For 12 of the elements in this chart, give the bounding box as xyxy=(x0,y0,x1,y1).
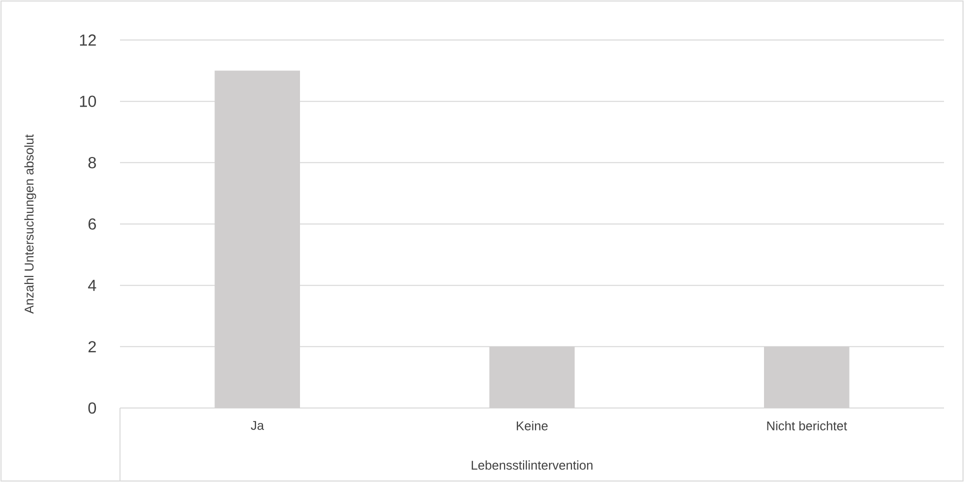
y-tick-label: 2 xyxy=(88,341,96,352)
y-tick-label: 12 xyxy=(80,34,96,46)
x-axis-title: Lebensstilintervention xyxy=(472,460,592,470)
x-tick-label: Nicht berichtet xyxy=(767,421,848,430)
y-tick-label: 8 xyxy=(88,157,96,168)
y-tick-label: 6 xyxy=(88,218,96,230)
x-tick-label: Keine xyxy=(516,421,548,430)
y-tick-label: 10 xyxy=(80,96,96,107)
y-tick-label: 4 xyxy=(88,280,96,291)
y-axis-title: Anzahl Untersuchungen absolut xyxy=(24,134,36,314)
x-tick-label: Ja xyxy=(250,421,264,430)
y-tick-label: 0 xyxy=(88,402,96,414)
